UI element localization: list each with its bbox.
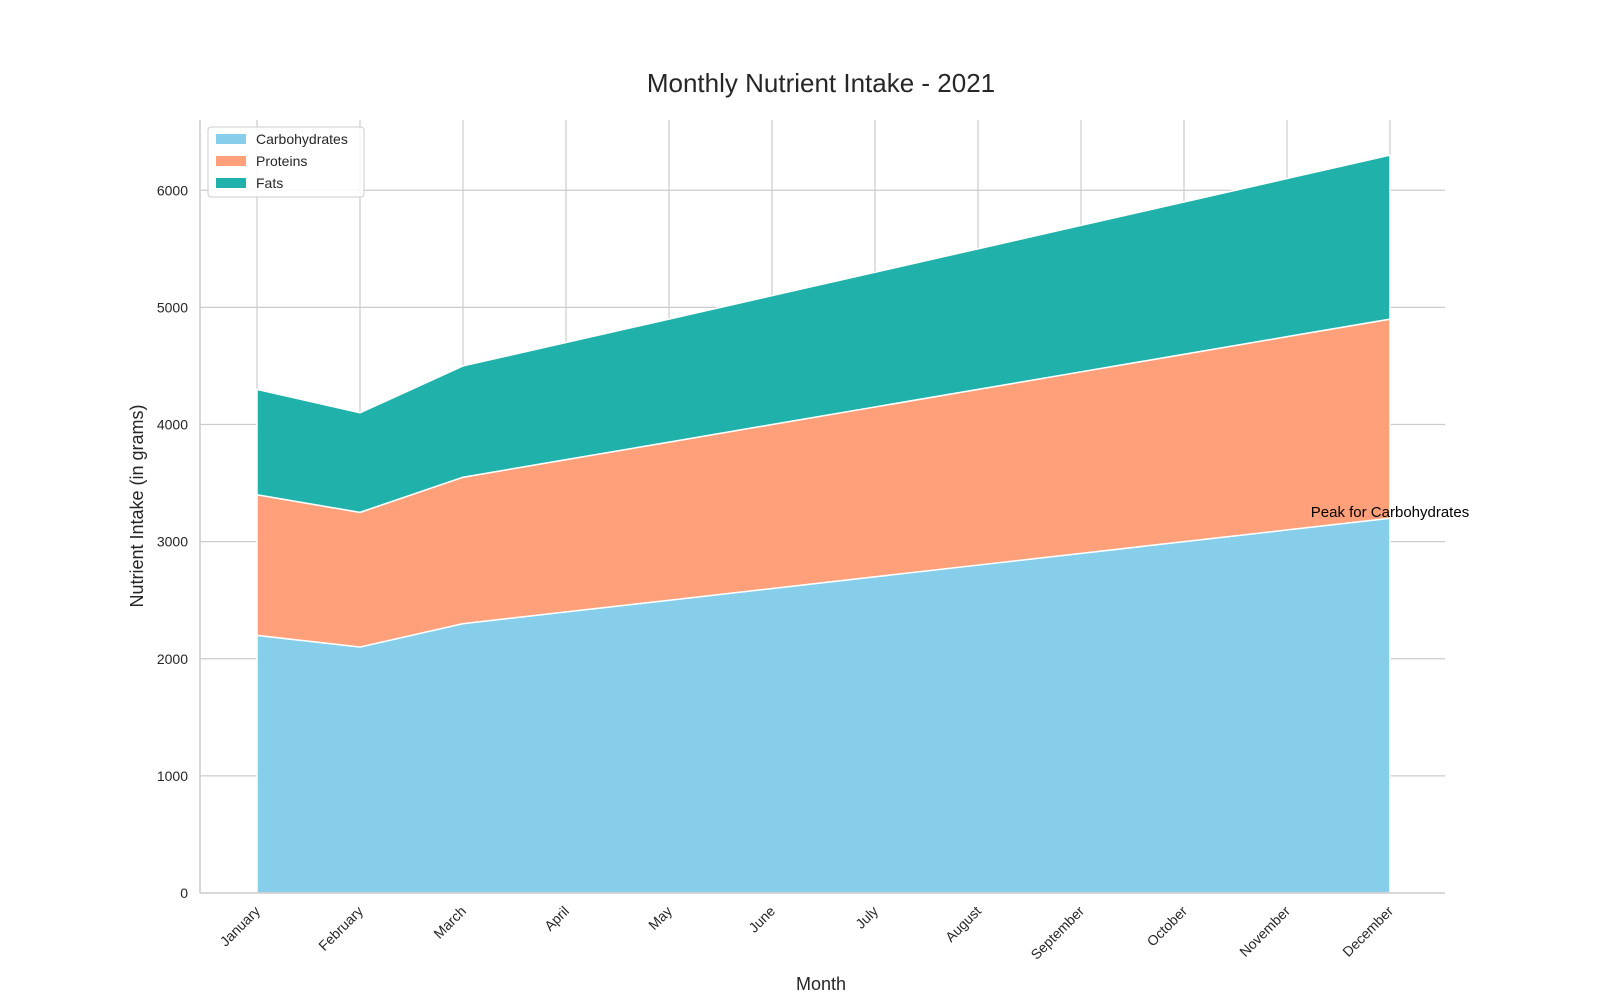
y-tick-label: 2000 [157, 651, 188, 667]
x-tick-label: February [315, 903, 366, 954]
legend-swatch [216, 134, 246, 144]
area-fats [256, 154, 1391, 514]
axes-spines [199, 120, 1445, 894]
legend-label: Carbohydrates [256, 131, 348, 147]
x-tick-label: January [217, 903, 264, 950]
y-tick-label: 3000 [157, 534, 188, 550]
legend-swatch [216, 156, 246, 166]
y-tick-label: 6000 [157, 182, 188, 198]
y-axis-label: Nutrient Intake (in grams) [127, 404, 147, 607]
x-tick-label: August [942, 903, 984, 945]
y-tick-labels: 0 1000 2000 3000 4000 5000 6000 [157, 182, 188, 901]
legend-label: Proteins [256, 153, 307, 169]
x-tick-label: March [430, 903, 469, 942]
x-tick-labels: January February March April May June July Augu… [217, 903, 1397, 963]
peak-annotation: Peak for Carbohydrates [1311, 504, 1469, 521]
legend: Carbohydrates Proteins Fats [207, 126, 365, 198]
x-tick-label: October [1144, 903, 1191, 950]
x-tick-label: November [1236, 903, 1293, 960]
x-tick-label: April [541, 903, 572, 934]
y-tick-label: 5000 [157, 299, 188, 315]
y-tick-label: 4000 [157, 417, 188, 433]
legend-frame [207, 126, 365, 198]
y-tick-label: 1000 [157, 768, 188, 784]
x-tick-label: December [1339, 903, 1396, 960]
chart-title: Monthly Nutrient Intake - 2021 [647, 68, 995, 98]
stacked-areas [256, 154, 1391, 894]
x-tick-label: September [1027, 903, 1087, 963]
x-tick-label: May [645, 903, 675, 933]
x-tick-label: June [745, 903, 778, 936]
legend-label: Fats [256, 175, 283, 191]
x-tick-label: July [852, 903, 881, 932]
x-axis-label: Month [796, 974, 846, 994]
legend-swatch [216, 178, 246, 188]
y-tick-label: 0 [180, 885, 188, 901]
